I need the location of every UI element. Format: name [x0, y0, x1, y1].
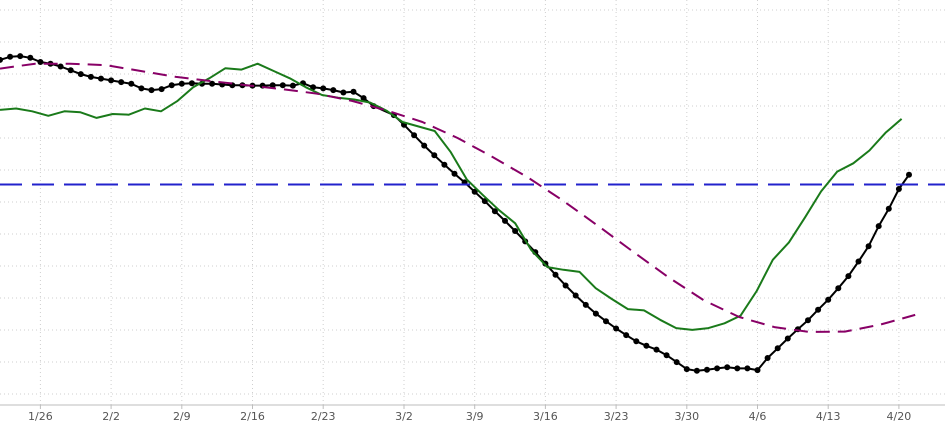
x-tick-label: 3/2 [395, 410, 413, 423]
data-point [754, 367, 761, 374]
x-tick-label: 2/23 [311, 410, 336, 423]
data-point [623, 332, 630, 339]
data-point [411, 132, 418, 139]
data-point [835, 285, 842, 292]
data-point [138, 85, 145, 92]
data-point [643, 342, 650, 349]
series-line-1 [0, 55, 910, 372]
data-point [815, 306, 822, 313]
data-point [57, 63, 64, 70]
data-point [885, 205, 892, 212]
data-point [27, 54, 34, 61]
x-axis: 1/26 2/2 2/9 2/16 2/23 3/2 3/9 3/16 3/23 3/30 4/6 4… [0, 404, 945, 423]
data-point [865, 243, 872, 250]
data-point [592, 310, 599, 317]
data-point [330, 87, 337, 94]
data-point [178, 80, 185, 87]
data-point [108, 77, 115, 84]
data-point [98, 75, 104, 82]
data-point [77, 71, 84, 78]
data-point [805, 317, 811, 324]
data-point [360, 95, 367, 102]
data-point [37, 59, 44, 65]
data-point [825, 296, 832, 303]
data-point [67, 67, 74, 74]
grid [0, 0, 945, 405]
data-point [764, 355, 771, 361]
data-point [582, 301, 589, 308]
data-point [653, 346, 660, 353]
data-point [158, 86, 165, 93]
data-point [613, 325, 620, 332]
data-point [603, 318, 609, 325]
x-tick-label: 3/30 [674, 410, 699, 423]
series-line-3 [0, 62, 916, 333]
data-point [7, 53, 14, 60]
data-point [431, 152, 438, 159]
data-point [279, 82, 286, 89]
data-point [209, 80, 216, 87]
data-point [693, 367, 700, 374]
x-tick-label: 3/23 [604, 410, 629, 423]
data-point [845, 273, 852, 280]
data-point [633, 338, 640, 345]
x-tick-label: 2/2 [102, 410, 120, 423]
x-tick-label: 4/13 [816, 410, 841, 423]
x-tick-label: 3/9 [466, 410, 484, 423]
data-point [673, 359, 680, 366]
x-tick-label: 3/16 [533, 410, 558, 423]
data-point [784, 335, 791, 342]
data-point [340, 89, 347, 96]
data-point [744, 365, 751, 372]
data-point [269, 82, 276, 89]
x-tick-label: 4/6 [749, 410, 767, 423]
data-point [320, 85, 327, 92]
data-point [491, 208, 498, 215]
data-point [451, 170, 458, 177]
data-point [875, 223, 882, 230]
data-point [118, 79, 125, 86]
x-tick-label: 2/9 [173, 410, 191, 423]
data-point [855, 258, 862, 265]
data-point [87, 73, 94, 80]
data-point [471, 188, 478, 195]
data-point [128, 80, 135, 87]
data-point [906, 171, 912, 178]
data-point [724, 364, 731, 371]
series-layer [0, 53, 945, 374]
data-point [350, 88, 357, 95]
data-point [512, 228, 519, 234]
data-point [562, 282, 569, 289]
x-tick-label: 4/20 [887, 410, 912, 423]
x-tick-label: 1/26 [28, 410, 53, 423]
data-point [683, 366, 690, 373]
data-point [734, 365, 741, 372]
data-point [774, 345, 781, 352]
data-point [17, 53, 24, 60]
data-point [168, 82, 175, 89]
data-point [421, 142, 428, 149]
data-point [289, 82, 296, 89]
data-point [704, 366, 710, 373]
data-point [441, 161, 448, 168]
data-point [895, 186, 902, 192]
data-point [663, 352, 670, 359]
data-point [148, 87, 155, 94]
data-point [188, 80, 195, 87]
data-point [552, 271, 559, 278]
data-point [310, 84, 317, 91]
x-tick-label: 2/16 [240, 410, 265, 423]
data-point [0, 56, 3, 63]
data-point [502, 217, 508, 224]
data-point [572, 292, 579, 299]
series-line-2 [0, 62, 903, 331]
data-point [714, 365, 721, 372]
